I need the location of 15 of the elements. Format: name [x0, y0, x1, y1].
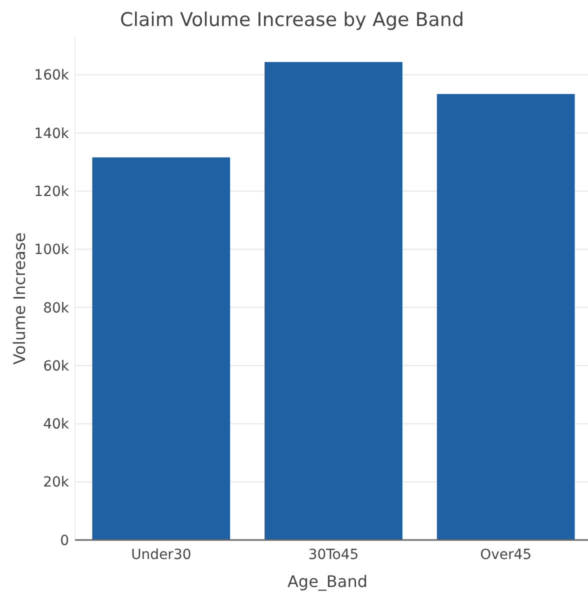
y-tick-label: 140k: [34, 126, 70, 142]
x-tick-label: Over45: [480, 547, 532, 563]
y-tick-label: 0: [60, 532, 69, 549]
y-tick-label: 100k: [34, 242, 70, 258]
y-tick-label: 120k: [34, 184, 70, 200]
x-tick-label: 30To45: [308, 547, 359, 563]
y-tick-label: 40k: [43, 416, 70, 433]
chart-title: Claim Volume Increase by Age Band: [120, 9, 464, 31]
y-tick-label: 160k: [34, 68, 70, 84]
y-tick-label: 20k: [43, 474, 70, 491]
y-tick-label: 60k: [43, 358, 70, 374]
y-axis-title: Volume Increase: [10, 232, 29, 365]
x-axis-title: Age_Band: [287, 572, 368, 591]
x-tick-label: Under30: [131, 547, 192, 563]
y-tick-label: 80k: [43, 300, 70, 316]
